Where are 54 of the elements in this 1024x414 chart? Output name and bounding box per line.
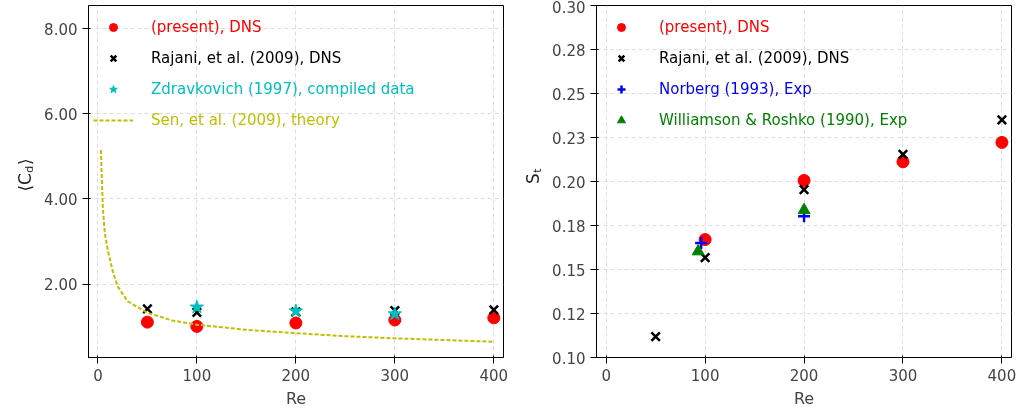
point xyxy=(693,235,709,251)
x-tick-label: 200 xyxy=(281,366,311,385)
point xyxy=(488,304,500,316)
x-tick-label: 0 xyxy=(93,366,103,385)
y-tick-label: 6.00 xyxy=(44,105,78,124)
legend-label: Rajani, et al. (2009), DNS xyxy=(151,49,342,67)
point xyxy=(289,316,303,330)
point xyxy=(798,184,810,196)
legend-label: Williamson & Roshko (1990), Exp xyxy=(659,111,908,129)
y-tick-label: 0.20 xyxy=(552,173,586,192)
y-axis-title: ⟨Cd⟩ xyxy=(14,158,36,192)
legend-label: (present), DNS xyxy=(659,18,770,36)
point xyxy=(995,135,1009,149)
point xyxy=(191,306,203,318)
line-series xyxy=(99,148,495,343)
x-tick-label: 300 xyxy=(380,366,410,385)
y-tick-label: 0.25 xyxy=(552,85,586,104)
point xyxy=(699,252,711,264)
y-tick-label: 0.28 xyxy=(552,41,586,60)
x-tick-label: 400 xyxy=(479,366,509,385)
point xyxy=(691,243,705,256)
legend-label: Norberg (1993), Exp xyxy=(659,80,812,98)
point xyxy=(387,306,402,321)
point xyxy=(141,303,153,315)
legend-label: Rajani, et al. (2009), DNS xyxy=(659,49,850,67)
x-tick-label: 0 xyxy=(601,366,611,385)
point xyxy=(140,315,154,329)
y-tick-label: 2.00 xyxy=(44,276,78,295)
point xyxy=(650,331,662,343)
point xyxy=(996,114,1008,126)
x-axis-title: Re xyxy=(285,388,307,408)
point xyxy=(189,299,205,314)
legend-label: Zdravkovich (1997), compiled data xyxy=(151,80,415,98)
y-tick-label: 0.23 xyxy=(552,129,586,148)
x-axis-title: Re xyxy=(793,388,815,408)
point xyxy=(797,202,811,215)
x-tick-label: 100 xyxy=(182,366,212,385)
y-tick-label: 4.00 xyxy=(44,190,78,209)
point xyxy=(487,311,501,325)
y-tick-label: 0.30 xyxy=(552,0,586,17)
x-tick-label: 300 xyxy=(888,366,918,385)
x-tick-label: 400 xyxy=(987,366,1017,385)
point xyxy=(797,173,811,187)
y-tick-label: 0.10 xyxy=(552,349,586,368)
y-tick-label: 0.15 xyxy=(552,261,586,280)
x-tick-label: 100 xyxy=(690,366,720,385)
point xyxy=(897,148,909,160)
x-tick-label: 200 xyxy=(789,366,819,385)
legend-label: Sen, et al. (2009), theory xyxy=(151,111,340,129)
y-tick-label: 8.00 xyxy=(44,20,78,39)
y-tick-label: 0.18 xyxy=(552,217,586,236)
legend-label: (present), DNS xyxy=(151,18,262,36)
y-axis-title: St xyxy=(522,167,544,184)
y-tick-label: 0.12 xyxy=(552,305,586,324)
